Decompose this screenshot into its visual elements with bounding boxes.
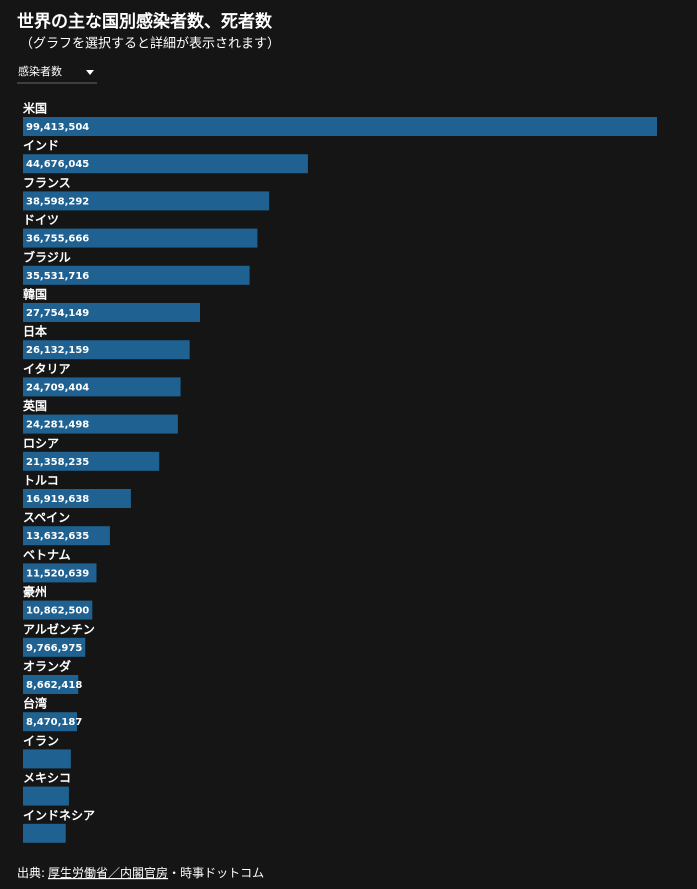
category-label: ブラジル [23,249,71,264]
category-label: アルゼンチン [23,621,95,636]
category-label: 米国 [23,101,47,116]
category-label: 韓国 [23,287,47,302]
value-label: 8,470,187 [26,717,82,728]
bar [23,526,110,546]
category-label: オランダ [23,659,71,674]
value-label: 11,520,639 [26,568,89,579]
value-label: 27,754,149 [26,308,89,319]
bar [23,340,190,360]
value-label: 26,132,159 [26,345,89,356]
value-label: 10,862,500 [26,606,89,617]
category-label: 英国 [23,398,47,413]
category-label: 台湾 [23,696,47,711]
dropdown-arrow [86,70,94,75]
bar [23,191,270,211]
value-label: 21,358,235 [26,457,89,468]
chart-subtitle: （グラフを選択すると詳細が表示されます） [20,36,280,52]
category-label: メキシコ [23,771,71,785]
bar [23,563,97,583]
category-label: ドイツ [23,213,59,227]
dropdown-label[interactable]: 感染者数 [18,64,62,78]
category-label: イタリア [23,362,71,376]
bar [23,786,69,806]
bar [23,823,66,843]
category-label: ロシア [23,436,59,450]
value-label: 9,766,975 [26,643,82,654]
bar [23,228,258,248]
category-label: インド [23,139,59,153]
value-label: 24,709,404 [26,382,89,393]
bar [23,377,181,397]
source-rest: ・時事ドットコム [168,866,264,880]
bar [23,265,250,285]
value-label: 16,919,638 [26,494,89,505]
category-label: インドネシア [23,808,95,822]
value-label: 38,598,292 [26,196,89,207]
bar [23,451,160,471]
category-label: フランス [23,176,71,190]
bar [23,414,178,434]
source-link[interactable]: 厚生労働省／内閣官房 [48,865,168,880]
source-label: 出典: [17,866,45,880]
dropdown[interactable]: 感染者数 [17,64,97,84]
bar [23,749,71,769]
value-label: 35,531,716 [26,271,89,282]
category-label: 日本 [23,324,47,339]
bar [23,600,93,620]
bar [23,712,78,732]
category-label: トルコ [23,474,59,488]
category-label: スペイン [23,511,70,525]
value-label: 24,281,498 [26,420,89,431]
bar [23,154,308,174]
value-label: 44,676,045 [26,159,89,170]
bar [23,637,86,657]
bar [23,117,657,136]
category-label: 豪州 [23,584,47,599]
value-label: 13,632,635 [26,531,89,542]
value-label: 99,413,504 [26,122,89,133]
bar [23,303,200,322]
value-label: 8,662,418 [26,680,82,691]
bar [23,675,79,694]
bar [23,489,131,508]
chart-title: 世界の主な国別感染者数、死者数 [17,11,273,32]
category-label: イラン [23,734,59,748]
value-label: 36,755,666 [26,234,89,245]
source: 出典: 厚生労働省／内閣官房・時事ドットコム [17,865,264,880]
category-label: ベトナム [23,548,71,562]
